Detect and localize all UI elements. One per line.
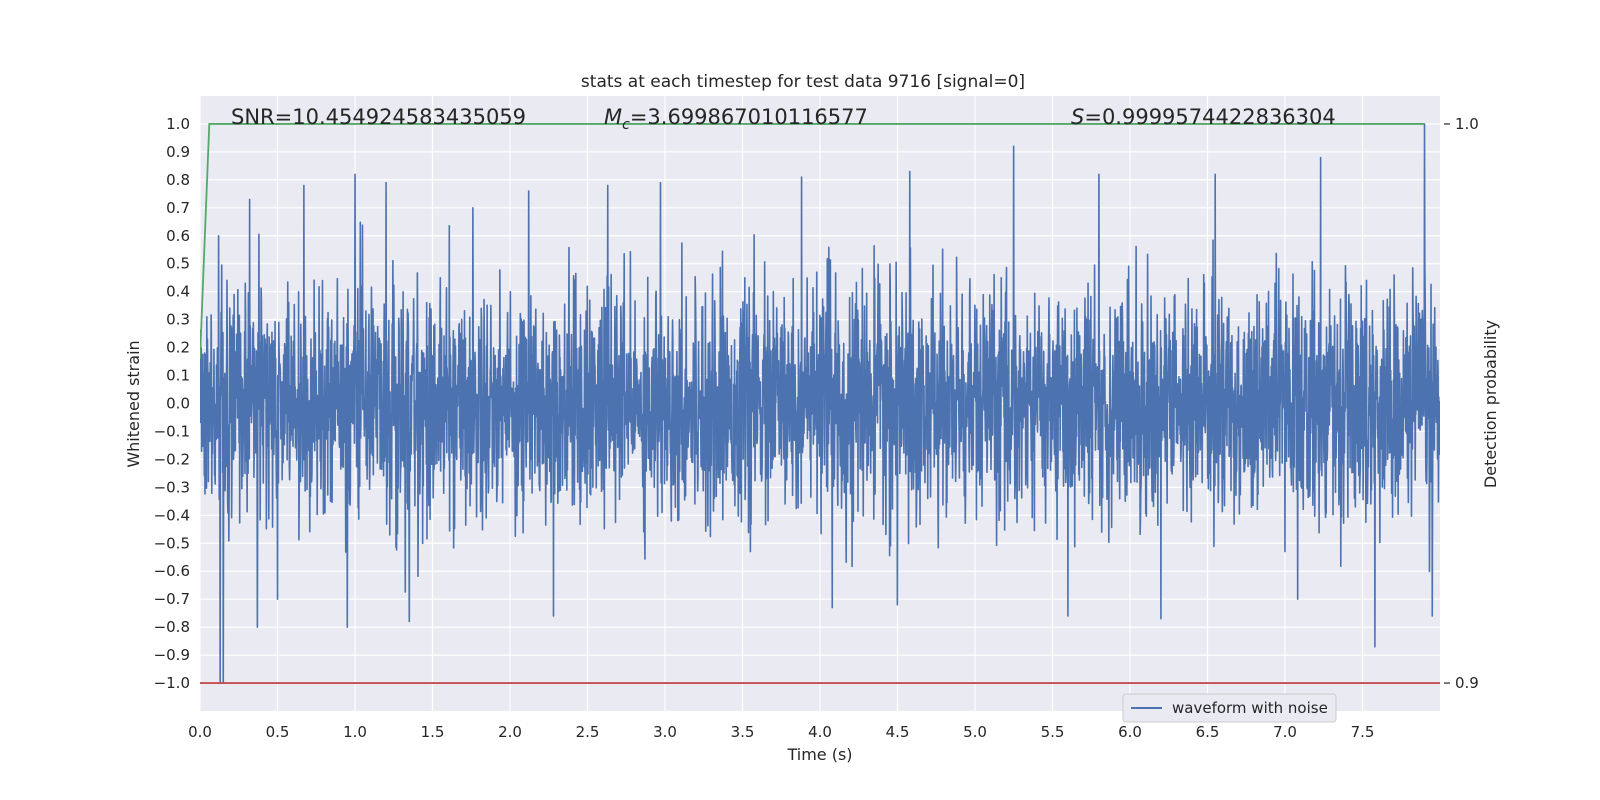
x-tick-label: 3.5 xyxy=(731,723,755,741)
x-tick-label: 5.5 xyxy=(1041,723,1065,741)
x-tick-label: 4.0 xyxy=(808,723,832,741)
x-tick-label: 6.0 xyxy=(1118,723,1142,741)
y-tick-label: 0.2 xyxy=(166,339,190,357)
y-tick-label: 0.1 xyxy=(166,367,190,385)
legend-entry: waveform with noise xyxy=(1172,699,1328,717)
x-axis-ticks: 0.0 0.5 1.0 1.5 2.0 2.5 3.0 3.5 4.0 4.5 5.0 5.5 6.0 6… xyxy=(188,723,1374,741)
y-tick-label: 0.9 xyxy=(166,143,190,161)
y-tick-label: 0.0 xyxy=(166,395,190,413)
x-tick-label: 1.0 xyxy=(343,723,367,741)
y-tick-label: −0.8 xyxy=(154,618,190,636)
chart-title: stats at each timestep for test data 971… xyxy=(581,72,1025,92)
x-tick-label: 1.5 xyxy=(421,723,445,741)
y-tick-label: −0.3 xyxy=(154,478,190,496)
y-tick-label: 0.3 xyxy=(166,311,190,329)
annotation-chirp-mass: Mc=3.699867010116577 xyxy=(604,105,868,133)
y-tick-label: 0.5 xyxy=(166,255,190,273)
x-tick-label: 7.0 xyxy=(1273,723,1297,741)
y-tick-label: −0.4 xyxy=(154,506,190,524)
annotation-snr: SNR=10.454924583435059 xyxy=(231,105,526,129)
x-tick-label: 7.5 xyxy=(1351,723,1375,741)
annotation-s: S=0.9999574422836304 xyxy=(1071,105,1336,129)
y-tick-label: 1.0 xyxy=(166,115,190,133)
y-tick-label: 0.6 xyxy=(166,227,190,245)
x-tick-label: 5.0 xyxy=(963,723,987,741)
series-detection-probability xyxy=(200,123,1425,359)
y-tick-label: 0.4 xyxy=(166,283,190,301)
series-waveform-with-noise xyxy=(200,123,1440,684)
y-tick-label: −0.1 xyxy=(154,422,190,440)
legend: waveform with noise xyxy=(1122,693,1337,723)
y-axis-ticks: 1.0 0.9 0.8 0.7 0.6 0.5 0.4 0.3 0.2 0.1 0.0 −0.1 −0.… xyxy=(154,115,190,692)
y2-axis-ticks: 1.0 0.9 xyxy=(1444,115,1479,692)
x-tick-label: 2.0 xyxy=(498,723,522,741)
x-tick-label: 4.5 xyxy=(886,723,910,741)
y-tick-label: 0.7 xyxy=(166,199,190,217)
y-axis-label: Whitened strain xyxy=(124,340,143,467)
y-tick-label: −0.6 xyxy=(154,562,190,580)
y-tick-label: −0.5 xyxy=(154,534,190,552)
legend-box xyxy=(1122,693,1337,723)
y2-tick-label: 1.0 xyxy=(1455,115,1479,133)
y-tick-label: −0.2 xyxy=(154,450,190,468)
x-tick-label: 0.0 xyxy=(188,723,212,741)
y2-tick-label: 0.9 xyxy=(1455,674,1479,692)
y-tick-label: −1.0 xyxy=(154,674,190,692)
x-tick-label: 0.5 xyxy=(266,723,290,741)
y-tick-label: −0.9 xyxy=(154,646,190,664)
y2-axis-label: Detection probability xyxy=(1481,320,1500,488)
x-tick-label: 2.5 xyxy=(576,723,600,741)
y-tick-label: −0.7 xyxy=(154,590,190,608)
x-tick-label: 6.5 xyxy=(1196,723,1220,741)
y-tick-label: 0.8 xyxy=(166,171,190,189)
x-axis-label: Time (s) xyxy=(786,745,852,764)
x-tick-label: 3.0 xyxy=(653,723,677,741)
